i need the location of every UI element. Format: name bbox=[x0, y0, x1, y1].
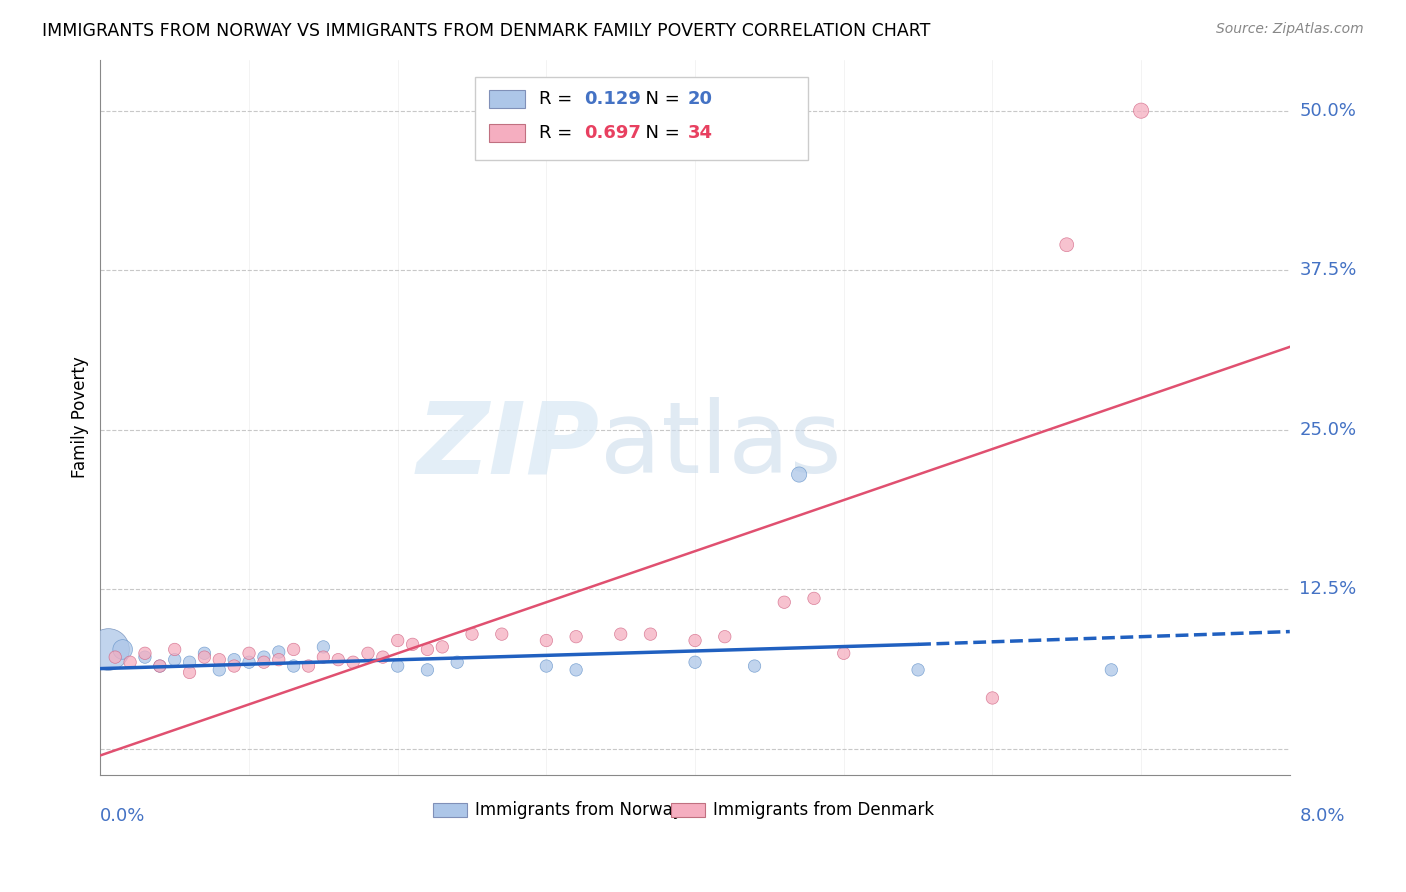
Text: 50.0%: 50.0% bbox=[1299, 102, 1357, 120]
Text: 34: 34 bbox=[688, 124, 713, 142]
Point bbox=[565, 630, 588, 644]
Point bbox=[208, 653, 231, 667]
Text: atlas: atlas bbox=[600, 397, 842, 494]
Point bbox=[193, 650, 215, 665]
Text: IMMIGRANTS FROM NORWAY VS IMMIGRANTS FROM DENMARK FAMILY POVERTY CORRELATION CHA: IMMIGRANTS FROM NORWAY VS IMMIGRANTS FRO… bbox=[42, 22, 931, 40]
Point bbox=[253, 650, 276, 665]
Point bbox=[238, 646, 260, 660]
Point bbox=[832, 646, 855, 660]
Point bbox=[134, 650, 156, 665]
Point bbox=[387, 659, 409, 673]
Point bbox=[565, 663, 588, 677]
Point bbox=[416, 642, 439, 657]
Point bbox=[224, 659, 246, 673]
Point bbox=[1056, 237, 1078, 252]
Point bbox=[491, 627, 513, 641]
Point bbox=[907, 663, 929, 677]
Point bbox=[283, 642, 305, 657]
Point bbox=[387, 633, 409, 648]
Point bbox=[683, 655, 706, 669]
Point bbox=[97, 642, 120, 657]
Point bbox=[224, 653, 246, 667]
Text: Source: ZipAtlas.com: Source: ZipAtlas.com bbox=[1216, 22, 1364, 37]
Text: N =: N = bbox=[634, 124, 686, 142]
Point bbox=[163, 642, 186, 657]
Text: ZIP: ZIP bbox=[418, 397, 600, 494]
Point bbox=[179, 655, 201, 669]
Point bbox=[713, 630, 735, 644]
Text: 25.0%: 25.0% bbox=[1299, 421, 1357, 439]
Point bbox=[640, 627, 662, 641]
Text: 8.0%: 8.0% bbox=[1299, 806, 1344, 825]
Text: 0.0%: 0.0% bbox=[100, 806, 146, 825]
Point bbox=[253, 655, 276, 669]
Point bbox=[120, 655, 142, 669]
Point bbox=[193, 646, 215, 660]
Point bbox=[371, 650, 394, 665]
Point bbox=[179, 665, 201, 680]
FancyBboxPatch shape bbox=[475, 78, 808, 160]
Point bbox=[328, 653, 350, 667]
Point bbox=[446, 655, 468, 669]
Point bbox=[401, 637, 423, 651]
Point bbox=[283, 659, 305, 673]
Text: 37.5%: 37.5% bbox=[1299, 261, 1357, 279]
Point bbox=[267, 653, 290, 667]
Point bbox=[773, 595, 796, 609]
Point bbox=[267, 645, 290, 659]
Point bbox=[536, 659, 558, 673]
Point bbox=[1099, 663, 1122, 677]
FancyBboxPatch shape bbox=[489, 124, 524, 142]
Point bbox=[744, 659, 766, 673]
Text: 0.129: 0.129 bbox=[585, 90, 641, 108]
FancyBboxPatch shape bbox=[433, 803, 467, 817]
Text: R =: R = bbox=[540, 124, 578, 142]
Point bbox=[536, 633, 558, 648]
Point bbox=[163, 653, 186, 667]
Point bbox=[149, 659, 172, 673]
Text: 12.5%: 12.5% bbox=[1299, 581, 1357, 599]
Point bbox=[208, 663, 231, 677]
FancyBboxPatch shape bbox=[671, 803, 704, 817]
Text: Immigrants from Norway: Immigrants from Norway bbox=[475, 801, 683, 819]
Point bbox=[111, 642, 134, 657]
Point bbox=[104, 650, 127, 665]
Text: 20: 20 bbox=[688, 90, 713, 108]
Point bbox=[134, 646, 156, 660]
Point bbox=[981, 690, 1004, 705]
Text: Immigrants from Denmark: Immigrants from Denmark bbox=[713, 801, 934, 819]
Point bbox=[803, 591, 825, 606]
Point bbox=[238, 655, 260, 669]
Point bbox=[149, 659, 172, 673]
Point bbox=[312, 640, 335, 654]
Text: N =: N = bbox=[634, 90, 686, 108]
Point bbox=[357, 646, 380, 660]
Point bbox=[342, 655, 364, 669]
Text: R =: R = bbox=[540, 90, 578, 108]
Text: 0.697: 0.697 bbox=[585, 124, 641, 142]
Y-axis label: Family Poverty: Family Poverty bbox=[72, 356, 89, 478]
Point bbox=[312, 650, 335, 665]
FancyBboxPatch shape bbox=[489, 90, 524, 108]
Point bbox=[683, 633, 706, 648]
Point bbox=[461, 627, 484, 641]
Point bbox=[609, 627, 631, 641]
Point bbox=[297, 659, 319, 673]
Point bbox=[432, 640, 454, 654]
Point bbox=[787, 467, 810, 482]
Point bbox=[1130, 103, 1153, 118]
Point bbox=[416, 663, 439, 677]
